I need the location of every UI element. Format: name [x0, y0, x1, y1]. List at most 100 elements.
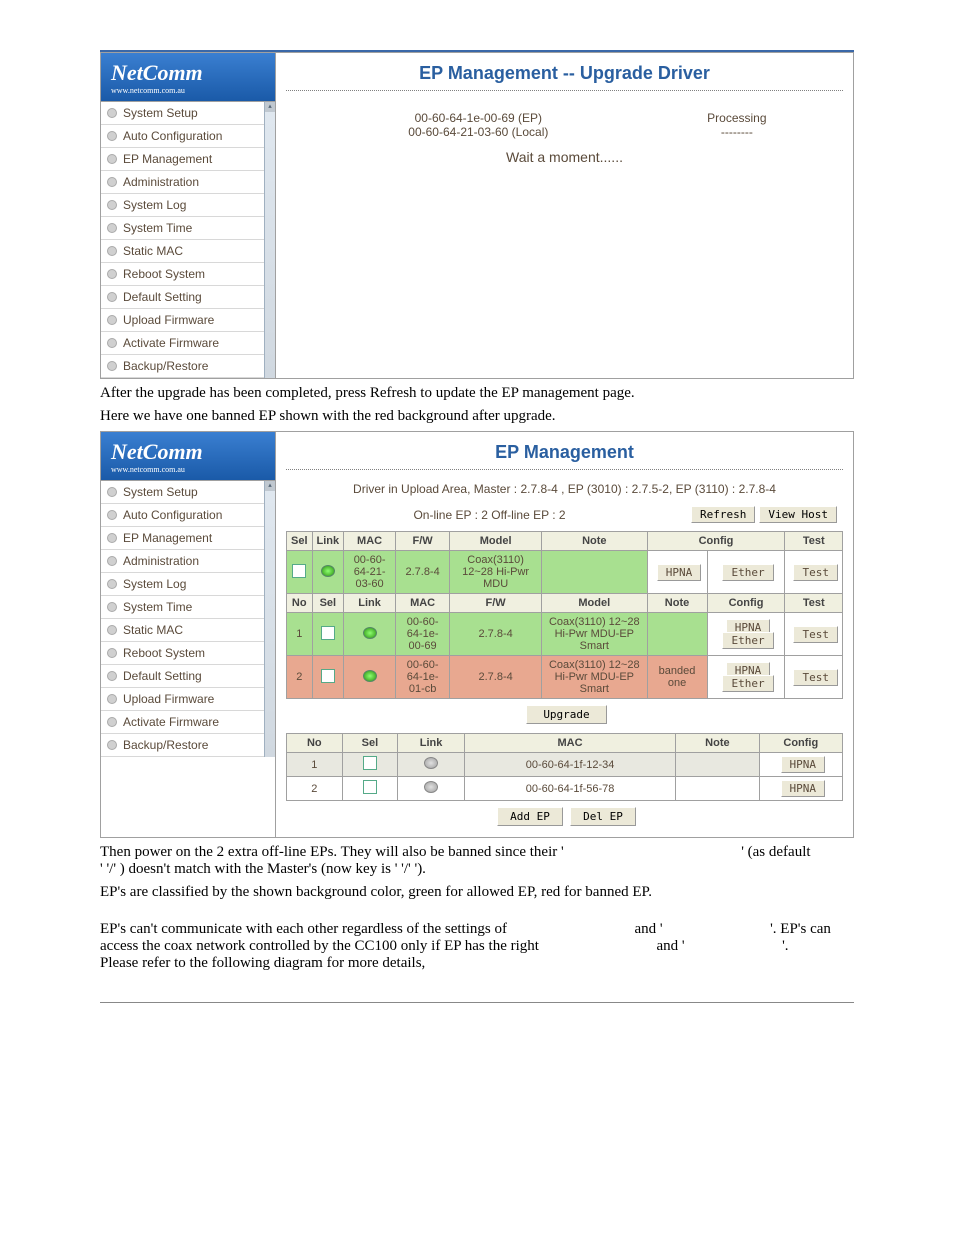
- nav2-administration[interactable]: Administration: [101, 550, 264, 573]
- sidebar: NetComm www.netcomm.com.au System Setup …: [101, 53, 276, 378]
- sel-checkbox-1[interactable]: [321, 626, 335, 640]
- nav-default-setting[interactable]: Default Setting: [101, 286, 264, 309]
- off-hpna-1[interactable]: HPNA: [781, 756, 826, 773]
- scrollbar-2[interactable]: ▴: [264, 481, 275, 757]
- nav-upload-firmware[interactable]: Upload Firmware: [101, 309, 264, 332]
- online-ep-table: Sel Link MAC F/W Model Note Config Test …: [286, 531, 843, 699]
- ether-btn-1[interactable]: Ether: [722, 632, 773, 649]
- del-ep-button[interactable]: Del EP: [570, 807, 636, 826]
- sidebar-2: NetComm www.netcomm.com.au System Setup …: [101, 432, 276, 837]
- offline-row-2: 2 00-60-64-1f-56-78 HPNA: [287, 777, 843, 801]
- off-sel-2[interactable]: [363, 780, 377, 794]
- para-communicate: EP's can't communicate with each other r…: [100, 921, 854, 972]
- nav2-auto-config[interactable]: Auto Configuration: [101, 504, 264, 527]
- ether-btn[interactable]: Ether: [722, 564, 773, 581]
- bullet-icon: [107, 648, 117, 658]
- bullet-icon: [107, 717, 117, 727]
- ep-row-1: 1 00-60-64-1e-00-69 2.7.8-4 Coax(3110) 1…: [287, 613, 843, 656]
- link-down-icon: [424, 757, 438, 769]
- bullet-icon: [107, 602, 117, 612]
- add-ep-button[interactable]: Add EP: [497, 807, 563, 826]
- nav2-backup-restore[interactable]: Backup/Restore: [101, 734, 264, 757]
- nav2-reboot[interactable]: Reboot System: [101, 642, 264, 665]
- mgmt-content: EP Management Driver in Upload Area, Mas…: [276, 432, 853, 837]
- scrollbar[interactable]: ▴: [264, 102, 275, 378]
- viewhost-button[interactable]: View Host: [759, 506, 837, 523]
- mgmt-title: EP Management: [286, 432, 843, 470]
- para-banned-ep: Here we have one banned EP shown with th…: [100, 408, 854, 425]
- nav-system-setup[interactable]: System Setup: [101, 102, 264, 125]
- scroll-up-icon-2[interactable]: ▴: [265, 481, 275, 491]
- nav-ep-management[interactable]: EP Management: [101, 148, 264, 171]
- sel-checkbox[interactable]: [292, 564, 306, 578]
- nav2-ep-management[interactable]: EP Management: [101, 527, 264, 550]
- bullet-icon: [107, 292, 117, 302]
- scroll-up-icon[interactable]: ▴: [265, 102, 275, 112]
- bullet-icon: [107, 177, 117, 187]
- th2-test: Test: [785, 594, 843, 613]
- bullet-icon: [107, 625, 117, 635]
- nav2-system-setup[interactable]: System Setup: [101, 481, 264, 504]
- offline-ep-table: No Sel Link MAC Note Config 1 00-60-64-1…: [286, 733, 843, 801]
- nav-system-log[interactable]: System Log: [101, 194, 264, 217]
- nav-auto-config[interactable]: Auto Configuration: [101, 125, 264, 148]
- bullet-icon: [107, 246, 117, 256]
- bullet-icon: [107, 338, 117, 348]
- ether-btn-2[interactable]: Ether: [722, 675, 773, 692]
- th-mac: MAC: [344, 532, 396, 551]
- nav-system-time[interactable]: System Time: [101, 217, 264, 240]
- test-btn-1[interactable]: Test: [793, 626, 838, 643]
- nav-activate-firmware[interactable]: Activate Firmware: [101, 332, 264, 355]
- off-th-no: No: [287, 734, 343, 753]
- th2-note: Note: [647, 594, 707, 613]
- th-link: Link: [312, 532, 344, 551]
- offline-row-1: 1 00-60-64-1f-12-34 HPNA: [287, 753, 843, 777]
- off-hpna-2[interactable]: HPNA: [781, 780, 826, 797]
- nav-list-2: System Setup Auto Configuration EP Manag…: [101, 481, 264, 757]
- ep-row-2: 2 00-60-64-1e-01-cb 2.7.8-4 Coax(3110) 1…: [287, 656, 843, 699]
- off-sel-1[interactable]: [363, 756, 377, 770]
- th-model: Model: [450, 532, 542, 551]
- bullet-icon: [107, 315, 117, 325]
- off-th-config: Config: [759, 734, 842, 753]
- test-btn[interactable]: Test: [793, 564, 838, 581]
- upgrade-title: EP Management -- Upgrade Driver: [286, 53, 843, 91]
- nav2-static-mac[interactable]: Static MAC: [101, 619, 264, 642]
- test-btn-2[interactable]: Test: [793, 669, 838, 686]
- nav2-system-log[interactable]: System Log: [101, 573, 264, 596]
- logo-sub-2: www.netcomm.com.au: [111, 465, 275, 474]
- off-th-sel: Sel: [342, 734, 398, 753]
- nav-static-mac[interactable]: Static MAC: [101, 240, 264, 263]
- nav2-activate-firmware[interactable]: Activate Firmware: [101, 711, 264, 734]
- bullet-icon: [107, 361, 117, 371]
- nav-administration[interactable]: Administration: [101, 171, 264, 194]
- upgrade-button[interactable]: Upgrade: [526, 705, 606, 724]
- th2-fw: F/W: [450, 594, 542, 613]
- master-fw: 2.7.8-4: [396, 551, 450, 594]
- upgrade-panel: NetComm www.netcomm.com.au System Setup …: [100, 52, 854, 379]
- mgmt-panel: NetComm www.netcomm.com.au System Setup …: [100, 431, 854, 838]
- logo-sub: www.netcomm.com.au: [111, 86, 275, 95]
- off-th-mac: MAC: [464, 734, 675, 753]
- nav2-system-time[interactable]: System Time: [101, 596, 264, 619]
- refresh-button[interactable]: Refresh: [691, 506, 755, 523]
- th2-config: Config: [707, 594, 785, 613]
- nav2-upload-firmware[interactable]: Upload Firmware: [101, 688, 264, 711]
- logo: NetComm www.netcomm.com.au: [101, 53, 275, 102]
- th2-model: Model: [542, 594, 647, 613]
- bullet-icon: [107, 200, 117, 210]
- bullet-icon: [107, 533, 117, 543]
- nav-reboot[interactable]: Reboot System: [101, 263, 264, 286]
- nav-backup-restore[interactable]: Backup/Restore: [101, 355, 264, 378]
- bullet-icon: [107, 108, 117, 118]
- th2-mac: MAC: [396, 594, 450, 613]
- logo-brand-2: NetComm: [111, 439, 275, 465]
- sel-checkbox-2[interactable]: [321, 669, 335, 683]
- bullet-icon: [107, 154, 117, 164]
- th-fw: F/W: [396, 532, 450, 551]
- nav-list: System Setup Auto Configuration EP Manag…: [101, 102, 264, 378]
- hpna-btn[interactable]: HPNA: [657, 564, 702, 581]
- nav2-default-setting[interactable]: Default Setting: [101, 665, 264, 688]
- status-dashes: --------: [651, 125, 823, 139]
- master-mac: 00-60-64-21-03-60: [344, 551, 396, 594]
